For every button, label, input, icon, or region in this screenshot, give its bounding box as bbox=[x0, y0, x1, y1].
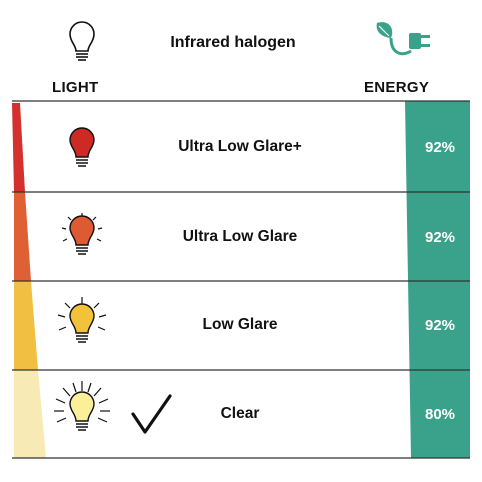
header-title: Infrared halogen bbox=[170, 34, 296, 51]
row-label-low-glare: Low Glare bbox=[202, 316, 278, 333]
row-label-clear: Clear bbox=[220, 405, 260, 422]
checkmark-icon bbox=[131, 394, 172, 434]
efficiency-value: 92% bbox=[424, 317, 456, 334]
efficiency-value: 92% bbox=[424, 229, 456, 246]
efficiency-value: 92% bbox=[424, 139, 456, 156]
table-lines bbox=[12, 100, 470, 459]
eco-plug-icon bbox=[376, 22, 430, 56]
bulb-icon-clear bbox=[54, 381, 110, 431]
efficiency-value: 80% bbox=[424, 406, 456, 423]
lightbulb-outline-icon bbox=[69, 21, 95, 61]
energy-bar bbox=[405, 101, 470, 458]
glare-band-yellow bbox=[14, 281, 38, 370]
energy-column-label: ENERGY bbox=[364, 79, 430, 96]
row-label-ultra-low-glare-plus: Ultra Low Glare+ bbox=[178, 138, 302, 155]
bulb-icon-ultra-low-glare bbox=[61, 213, 103, 255]
row-label-ultra-low-glare: Ultra Low Glare bbox=[182, 228, 298, 245]
glare-band-orange bbox=[14, 192, 31, 281]
bulb-icon-ultra-low-glare-plus bbox=[69, 127, 95, 167]
light-column-label: LIGHT bbox=[52, 79, 99, 96]
glare-band-red bbox=[12, 103, 25, 192]
bulb-icon-low-glare bbox=[57, 297, 107, 343]
glare-band-pale bbox=[14, 370, 46, 458]
